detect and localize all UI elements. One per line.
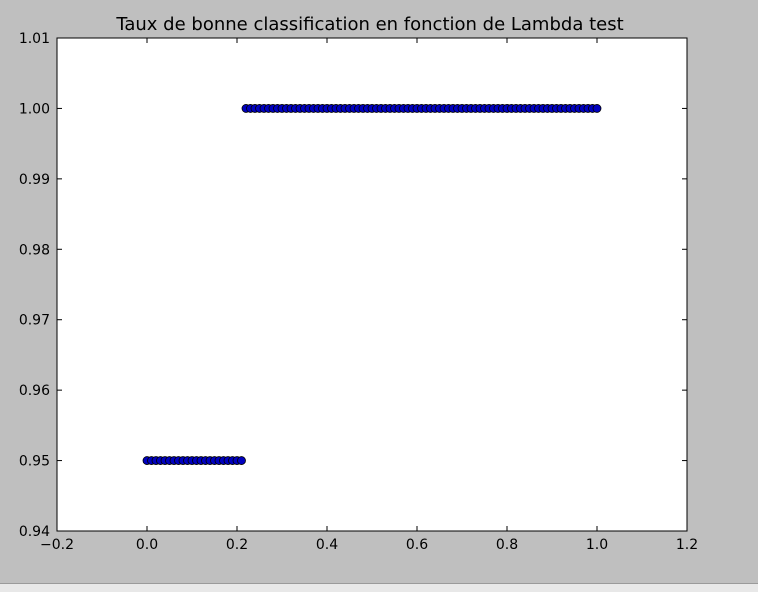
scatter-series: [142, 104, 602, 465]
data-point: [237, 456, 246, 465]
y-tick-label: 0.96: [19, 383, 50, 399]
axis-ticks: [56, 37, 688, 532]
chart-title: Taux de bonne classification en fonction…: [115, 14, 623, 35]
window-bottom-bar: [0, 583, 758, 592]
x-tick-label: 0.0: [136, 537, 158, 553]
plot-area: [56, 37, 688, 532]
y-tick-label: 0.99: [19, 172, 50, 188]
axis-tick-labels: −0.2 0.0 0.2 0.4 0.6 0.8 1.0 1.2 0.94 0.95 0.96 0.9…: [19, 31, 698, 553]
x-tick-label: 1.0: [586, 537, 608, 553]
x-tick-label: −0.2: [40, 537, 74, 553]
y-tick-label: 0.94: [19, 524, 50, 540]
x-tick-label: 0.6: [406, 537, 428, 553]
data-point: [592, 104, 602, 113]
y-tick-label: 0.98: [19, 242, 50, 258]
y-tick-label: 0.95: [19, 454, 50, 470]
y-tick-label: 1.01: [19, 31, 50, 47]
x-tick-label: 0.2: [226, 537, 248, 553]
x-tick-label: 1.2: [676, 537, 698, 553]
y-tick-label: 1.00: [19, 101, 50, 117]
x-tick-label: 0.8: [496, 537, 518, 553]
y-tick-label: 0.97: [19, 313, 50, 329]
x-tick-label: 0.4: [316, 537, 338, 553]
